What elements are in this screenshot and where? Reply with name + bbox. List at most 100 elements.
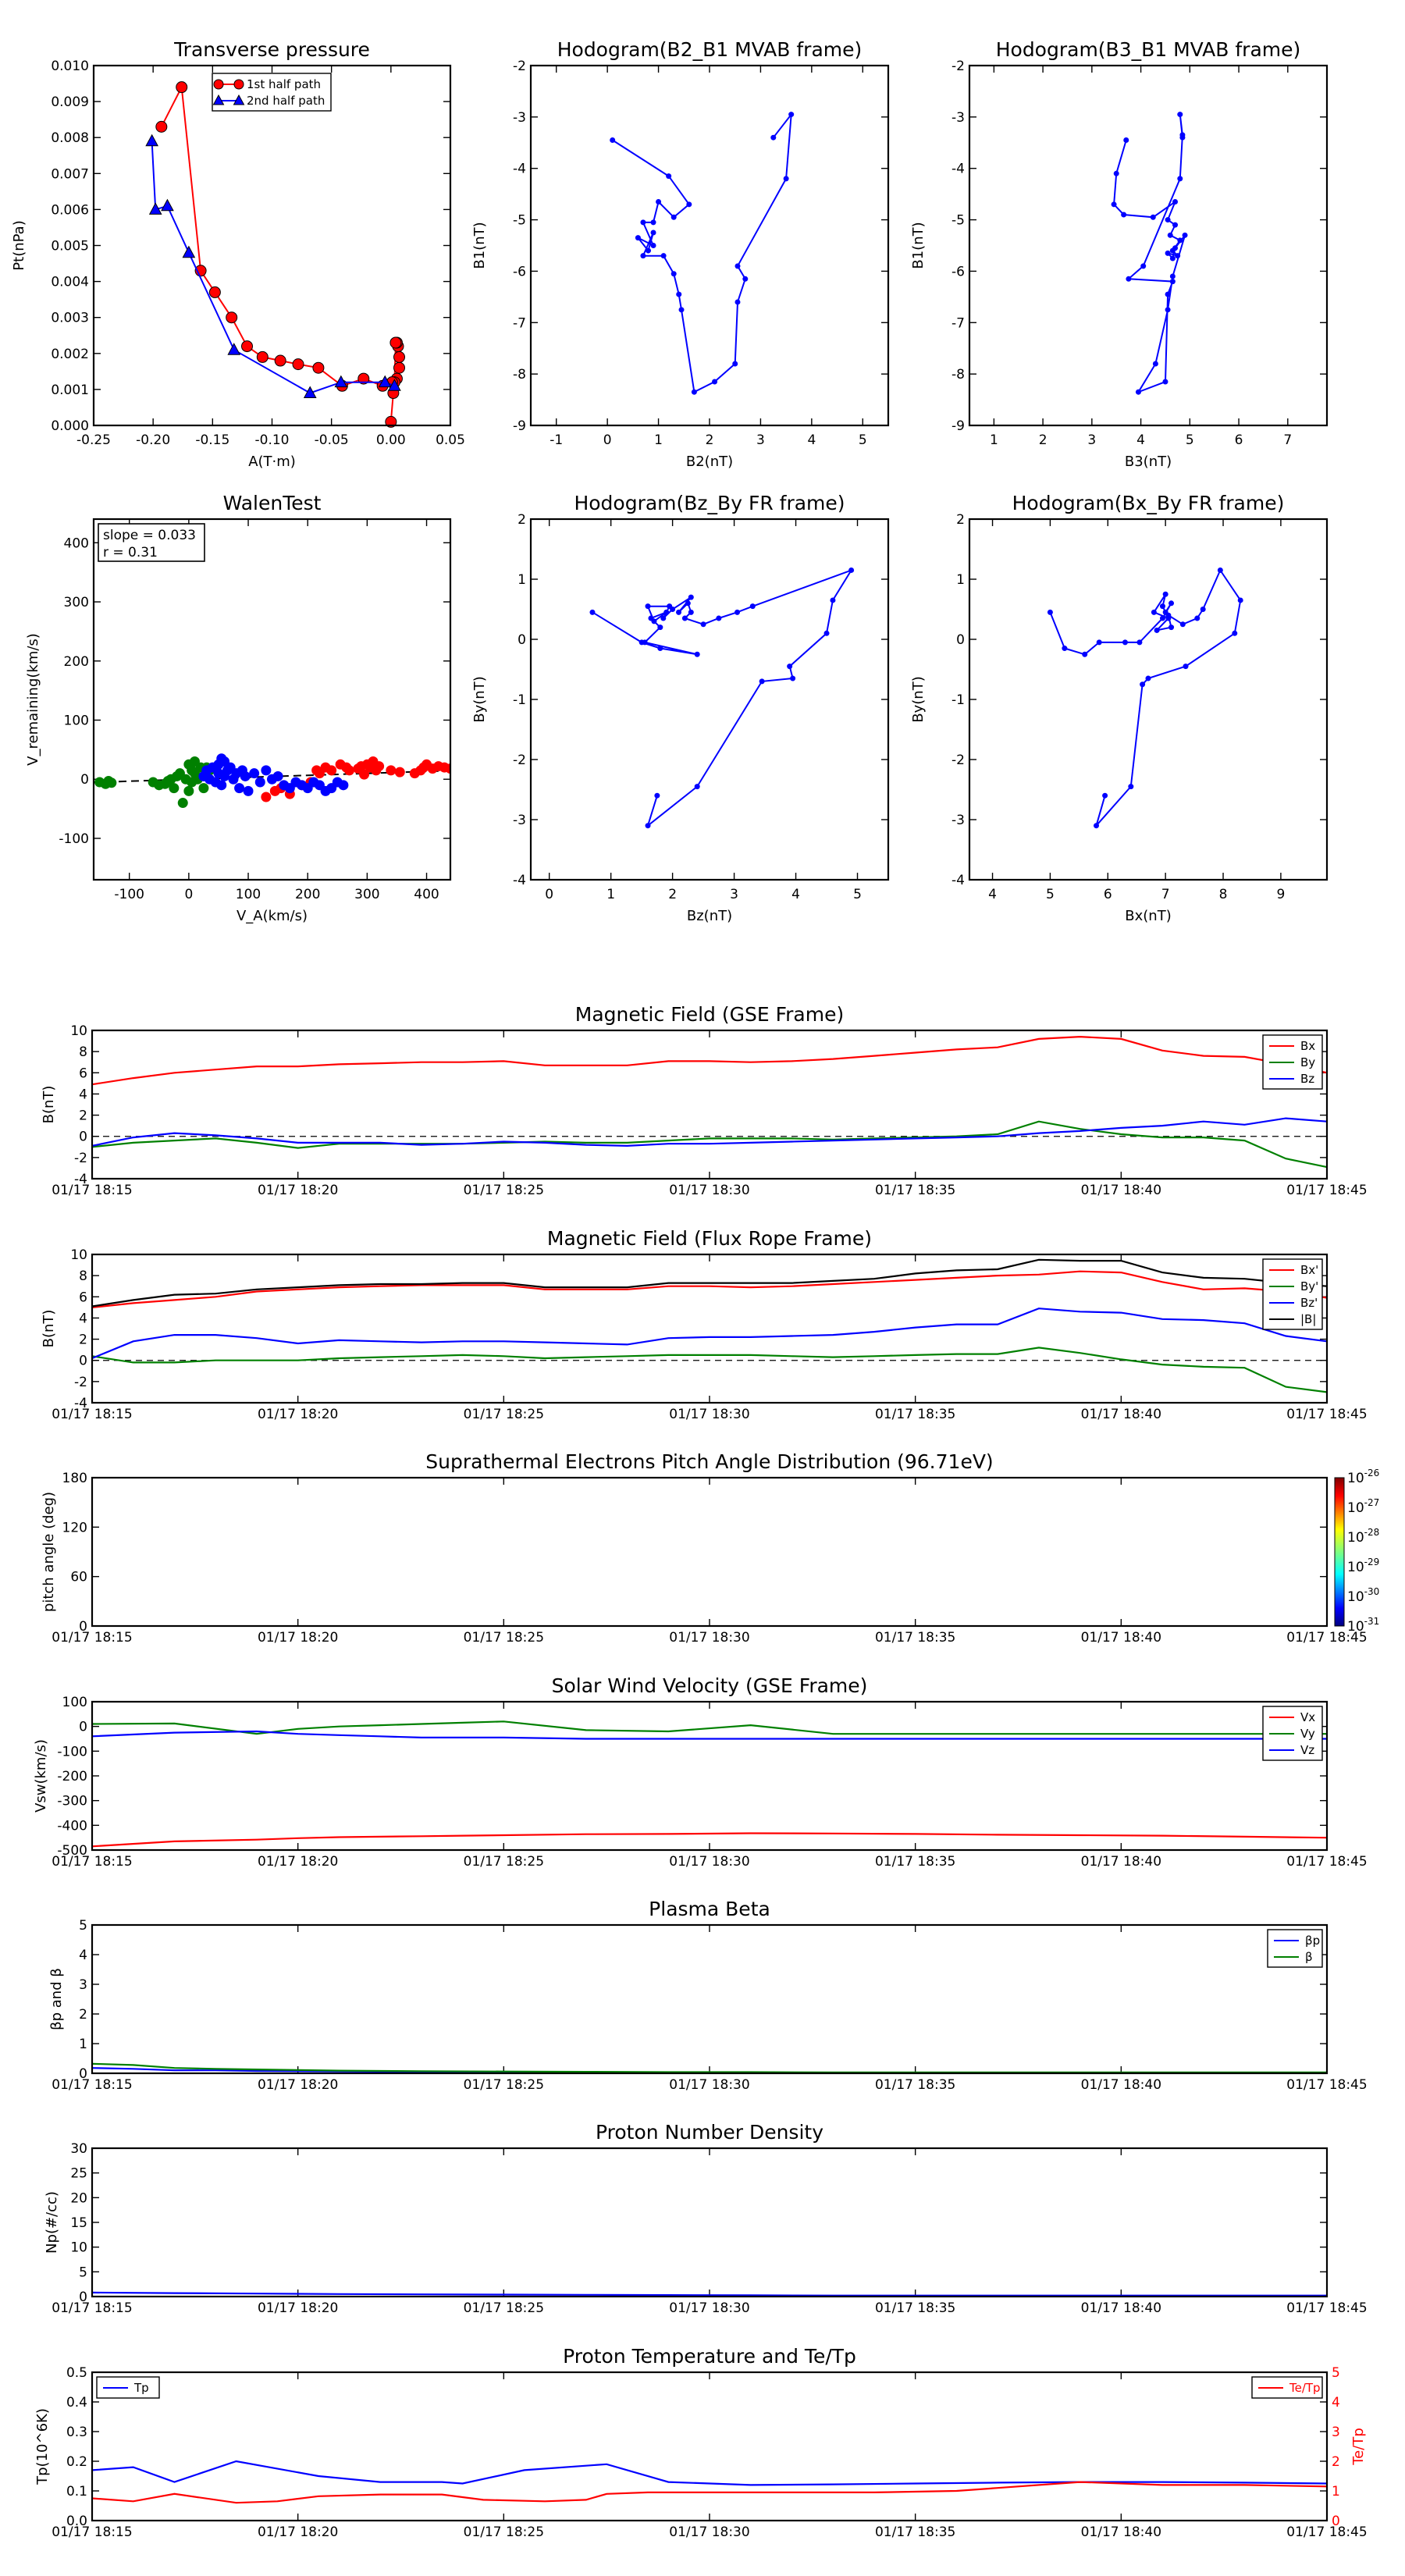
y-tick-label: 0.1 xyxy=(66,2484,87,2500)
y-tick-label: 60 xyxy=(70,1570,87,1585)
y-tick-label: -8 xyxy=(951,367,965,382)
legend-marker xyxy=(212,94,225,105)
x-axis-label: A(T·m) xyxy=(248,454,296,470)
data-point xyxy=(716,615,722,621)
series-line xyxy=(1049,568,1242,827)
data-point xyxy=(1128,784,1134,790)
x-tick-label: 0 xyxy=(545,887,553,902)
x-tick-label: 1 xyxy=(654,432,663,448)
data-point xyxy=(787,664,793,670)
x-tick-label: 400 xyxy=(414,887,439,902)
x-tick-label: 01/17 18:15 xyxy=(52,2300,132,2316)
series-line-0 xyxy=(92,1832,1327,1848)
panel-walen-test: WalenTest -100 0 100 200 300 400 -100 0 100 200 300… xyxy=(25,492,452,924)
y-tick-label: 0 xyxy=(79,1619,87,1635)
x-tick-label: 200 xyxy=(295,887,320,902)
data-point xyxy=(241,340,254,353)
plot-frame xyxy=(92,518,452,881)
colorbar-exponent: -27 xyxy=(1364,1497,1380,1508)
data-point xyxy=(226,311,238,324)
series-line-2 xyxy=(92,1308,1327,1360)
data-point xyxy=(830,597,836,603)
data-point xyxy=(735,609,741,615)
plot-frame xyxy=(91,1923,1329,2075)
data-point xyxy=(790,675,796,681)
data-point xyxy=(676,291,682,297)
data-point xyxy=(254,777,265,788)
data-point xyxy=(640,219,646,226)
y-tick-label: 1 xyxy=(518,572,526,588)
legend-label: Te/Tp xyxy=(1289,2381,1321,2395)
x-tick-label: 7 xyxy=(1161,887,1170,902)
data-point xyxy=(700,621,706,628)
legend-label: Bx xyxy=(1300,1039,1315,1053)
data-point xyxy=(374,761,385,772)
y-tick-label: -100 xyxy=(57,1744,87,1759)
colorbar-bar xyxy=(1334,1477,1345,1627)
x-tick-label: 0.05 xyxy=(436,432,465,448)
x-tick-label: 01/17 18:30 xyxy=(669,2524,749,2540)
panel-hodogram-bx-by: Hodogram(Bx_By FR frame) -4 -3 -2 -1 0 1 2 4 5 6 7 8… xyxy=(910,492,1329,924)
panel-title: Solar Wind Velocity (GSE Frame) xyxy=(552,1674,868,1697)
data-point xyxy=(1172,222,1179,228)
y-axis-label: B1(nT) xyxy=(471,222,488,269)
data-point xyxy=(393,361,405,374)
data-point xyxy=(1200,607,1206,612)
y-tick-label: -100 xyxy=(59,831,89,847)
plot-frame xyxy=(91,1700,1329,1852)
data-point xyxy=(1121,212,1127,218)
plot-frame xyxy=(529,518,890,881)
y-tick-label: -400 xyxy=(57,1818,87,1834)
y-tick-label: 400 xyxy=(64,535,89,551)
data-point xyxy=(388,379,401,391)
data-point xyxy=(610,137,616,143)
data-point xyxy=(155,120,168,133)
data-point xyxy=(1165,612,1172,618)
legend-label: By' xyxy=(1300,1279,1318,1293)
series-line-0 xyxy=(92,1035,1327,1086)
x-axis-label: Bz(nT) xyxy=(687,908,732,924)
right-y-tick-label: 2 xyxy=(1332,2454,1340,2470)
y-tick-label: 2 xyxy=(79,2007,87,2023)
y-tick-label: -2 xyxy=(951,753,965,768)
y-tick-label: 0 xyxy=(79,1354,87,1369)
panel-title: Proton Temperature and Te/Tp xyxy=(563,2345,856,2368)
data-point xyxy=(292,358,304,371)
legend-marker xyxy=(233,94,245,105)
data-point xyxy=(735,263,741,269)
data-point xyxy=(657,646,663,652)
data-point xyxy=(334,375,348,388)
data-point xyxy=(1150,214,1156,220)
y-tick-label: 3 xyxy=(79,1977,87,1993)
x-axis-label: B3(nT) xyxy=(1125,454,1172,470)
data-point xyxy=(666,173,672,180)
right-y-tick-label: 4 xyxy=(1332,2395,1340,2411)
y-axis-label: Np(#/cc) xyxy=(44,2191,60,2254)
series-group xyxy=(92,1258,1327,1393)
panel-title: Suprathermal Electrons Pitch Angle Distr… xyxy=(425,1450,993,1473)
data-point xyxy=(394,767,405,777)
x-tick-label: 01/17 18:20 xyxy=(258,2077,338,2093)
y-axis-label: Vsw(km/s) xyxy=(33,1739,49,1813)
data-point xyxy=(694,784,700,790)
data-point xyxy=(1111,201,1117,208)
data-point xyxy=(1169,279,1176,285)
y-tick-label: 0 xyxy=(79,1720,87,1735)
x-tick-label: 2 xyxy=(706,432,714,448)
y-tick-label: 1 xyxy=(79,2037,87,2052)
data-point xyxy=(106,777,117,788)
y-tick-label: 10 xyxy=(70,1023,87,1039)
x-tick-label: 5 xyxy=(1186,432,1194,448)
x-tick-label: 01/17 18:40 xyxy=(1081,1407,1161,1422)
x-tick-label: 01/17 18:35 xyxy=(875,2077,955,2093)
data-point xyxy=(274,354,286,367)
panel-title: Transverse pressure xyxy=(173,38,370,61)
x-tick-label: -0.10 xyxy=(255,432,290,448)
data-point xyxy=(240,770,251,781)
panel-hodogram-bz-by: Hodogram(Bz_By FR frame) -4 -3 -2 -1 0 1 2 0 1 2 3 4… xyxy=(471,492,890,924)
data-point xyxy=(1165,250,1171,256)
data-point xyxy=(445,763,450,774)
x-tick-label: 01/17 18:15 xyxy=(52,1630,132,1646)
plot-frame xyxy=(91,1253,1329,1404)
panel-plasma-beta: Plasma Beta 0 1 2 3 4 5 βp and β 01/17 18:15 01/1… xyxy=(48,1898,1368,2093)
